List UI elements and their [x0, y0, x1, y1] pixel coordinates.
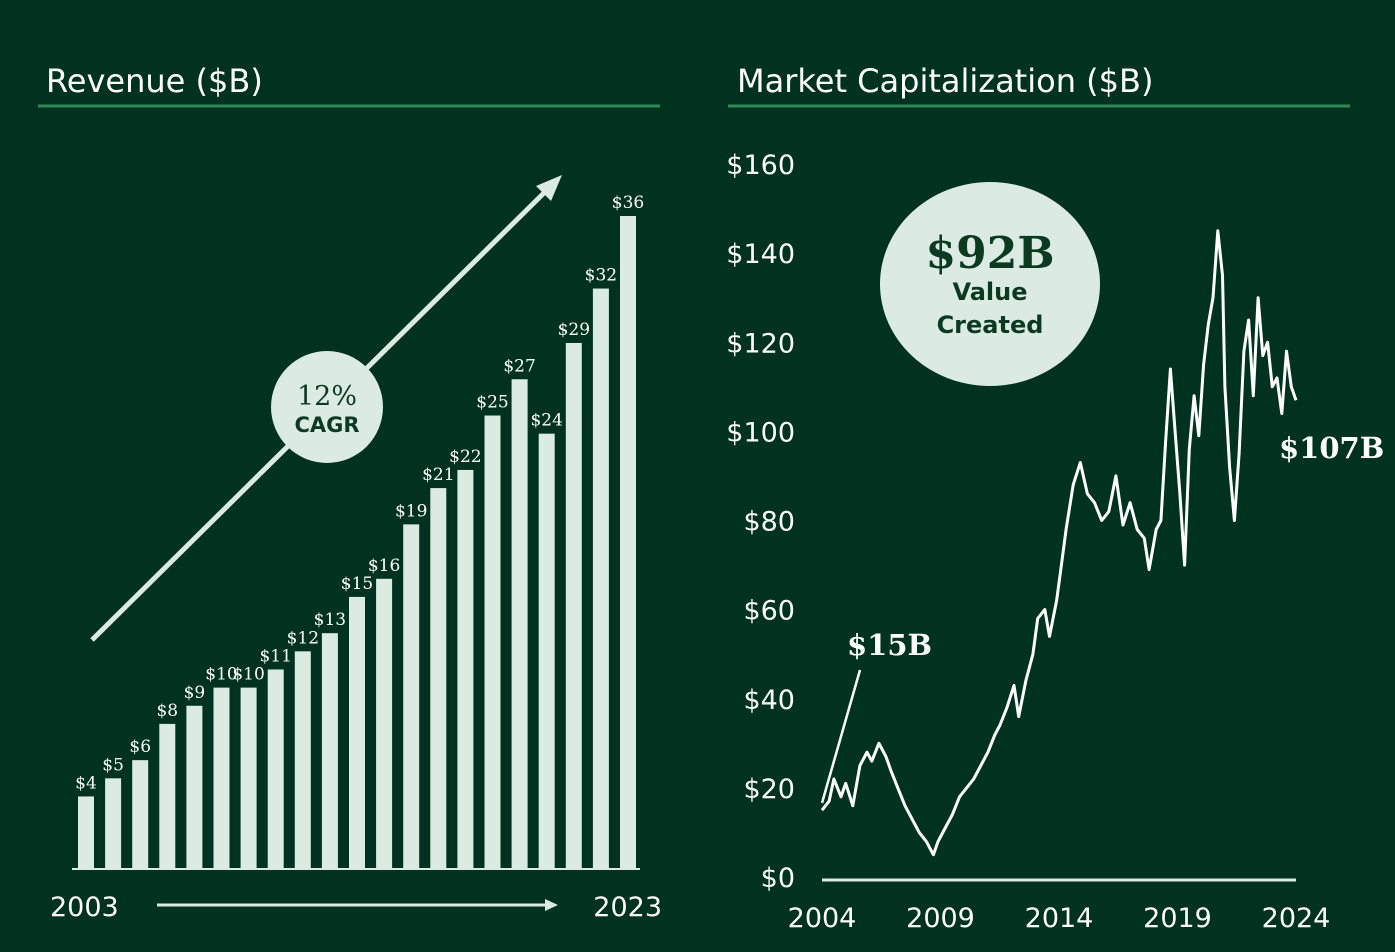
x-tick-label-2024: 2024	[1262, 903, 1331, 934]
revenue-bar-label-2017: $22	[449, 447, 481, 467]
revenue-bar-2009	[240, 687, 257, 869]
x-tick-label-2014: 2014	[1025, 903, 1094, 934]
revenue-bar-label-2016: $21	[422, 465, 454, 485]
revenue-bar-label-2007: $9	[184, 683, 206, 703]
revenue-bar-2014	[376, 578, 393, 869]
end-value-label: $107B	[1279, 431, 1384, 465]
cagr-badge	[271, 351, 383, 463]
x-tick-label-2004: 2004	[788, 903, 857, 934]
revenue-bar-label-2020: $24	[530, 411, 562, 431]
revenue-bar-label-2011: $12	[287, 628, 319, 648]
start-value-label: $15B	[847, 628, 932, 662]
revenue-bar-label-2013: $15	[341, 574, 373, 594]
x-tick-label-2009: 2009	[906, 903, 975, 934]
revenue-bar-2010	[267, 669, 284, 869]
revenue-bar-2007	[186, 705, 203, 869]
market-cap-y-axis: $0 $20 $40 $60 $80 $100 $120 $140 $160	[726, 150, 795, 894]
revenue-bar-label-2012: $13	[314, 610, 346, 630]
revenue-bar-label-2004: $5	[102, 755, 124, 775]
revenue-bar-2005	[132, 760, 149, 869]
y-tick-label-60: $60	[743, 596, 795, 627]
revenue-bar-2023	[620, 216, 636, 869]
y-tick-label-100: $100	[726, 417, 795, 448]
market-cap-chart-title: Market Capitalization ($B)	[737, 62, 1153, 100]
revenue-bar-2006	[159, 723, 176, 869]
value-created-amount: $92B	[925, 228, 1054, 279]
revenue-bar-label-2014: $16	[368, 556, 400, 576]
revenue-bar-2003	[78, 796, 94, 869]
revenue-bar-label-2023: $36	[612, 193, 644, 213]
revenue-chart-title: Revenue ($B)	[46, 62, 263, 100]
revenue-bar-label-2010: $11	[259, 646, 291, 666]
revenue-bar-2013	[349, 596, 365, 869]
revenue-bar-label-2005: $6	[129, 737, 151, 757]
revenue-bars	[78, 216, 636, 869]
revenue-x-start-label: 2003	[50, 892, 119, 923]
revenue-bar-label-2021: $29	[558, 320, 590, 340]
revenue-bar-2008	[213, 687, 230, 869]
revenue-bar-2016	[430, 488, 447, 869]
revenue-bar-label-2022: $32	[585, 266, 617, 286]
revenue-bar-label-2006: $8	[156, 701, 178, 721]
market-cap-series-line	[820, 229, 1298, 857]
revenue-bar-2011	[294, 651, 311, 869]
revenue-bar-2017	[457, 469, 474, 869]
market-cap-x-axis: 2004 2009 2014 2019 2024	[788, 903, 1331, 934]
revenue-bar-2012	[321, 633, 338, 869]
value-created-line1: Value	[952, 278, 1027, 306]
start-value-pointer-line	[820, 669, 862, 804]
y-tick-label-140: $140	[726, 239, 795, 270]
y-tick-label-120: $120	[726, 328, 795, 359]
revenue-bar-2020	[538, 433, 555, 869]
y-tick-label-0: $0	[761, 863, 795, 894]
revenue-bar-labels: $4$5$6$8$9$10$10$11$12$13$15$16$19$21$22…	[75, 193, 644, 793]
cagr-value: 12%	[297, 381, 357, 412]
revenue-bar-label-2003: $4	[75, 773, 97, 793]
revenue-x-end-label: 2023	[593, 892, 662, 923]
revenue-bar-label-2009: $10	[232, 665, 264, 685]
y-tick-label-40: $40	[743, 685, 795, 716]
y-tick-label-80: $80	[743, 507, 795, 538]
timeline-arrowhead-icon	[545, 899, 558, 911]
value-created-line2: Created	[937, 311, 1044, 339]
revenue-bar-2018	[484, 415, 501, 869]
cagr-trend-arrowhead-icon	[536, 175, 562, 201]
revenue-bar-label-2008: $10	[205, 665, 237, 685]
revenue-bar-2021	[565, 342, 582, 869]
revenue-bar-label-2019: $27	[503, 356, 535, 376]
x-tick-label-2019: 2019	[1143, 903, 1212, 934]
revenue-bar-2022	[592, 288, 609, 869]
y-tick-label-160: $160	[726, 150, 795, 181]
revenue-bar-2015	[403, 524, 420, 869]
value-created-badge	[880, 182, 1100, 386]
revenue-bar-label-2015: $19	[395, 501, 427, 521]
revenue-bar-2019	[511, 379, 528, 869]
cagr-label: CAGR	[294, 413, 359, 437]
revenue-bar-label-2018: $25	[476, 393, 508, 413]
y-tick-label-20: $20	[743, 774, 795, 805]
revenue-bar-2004	[105, 778, 122, 869]
